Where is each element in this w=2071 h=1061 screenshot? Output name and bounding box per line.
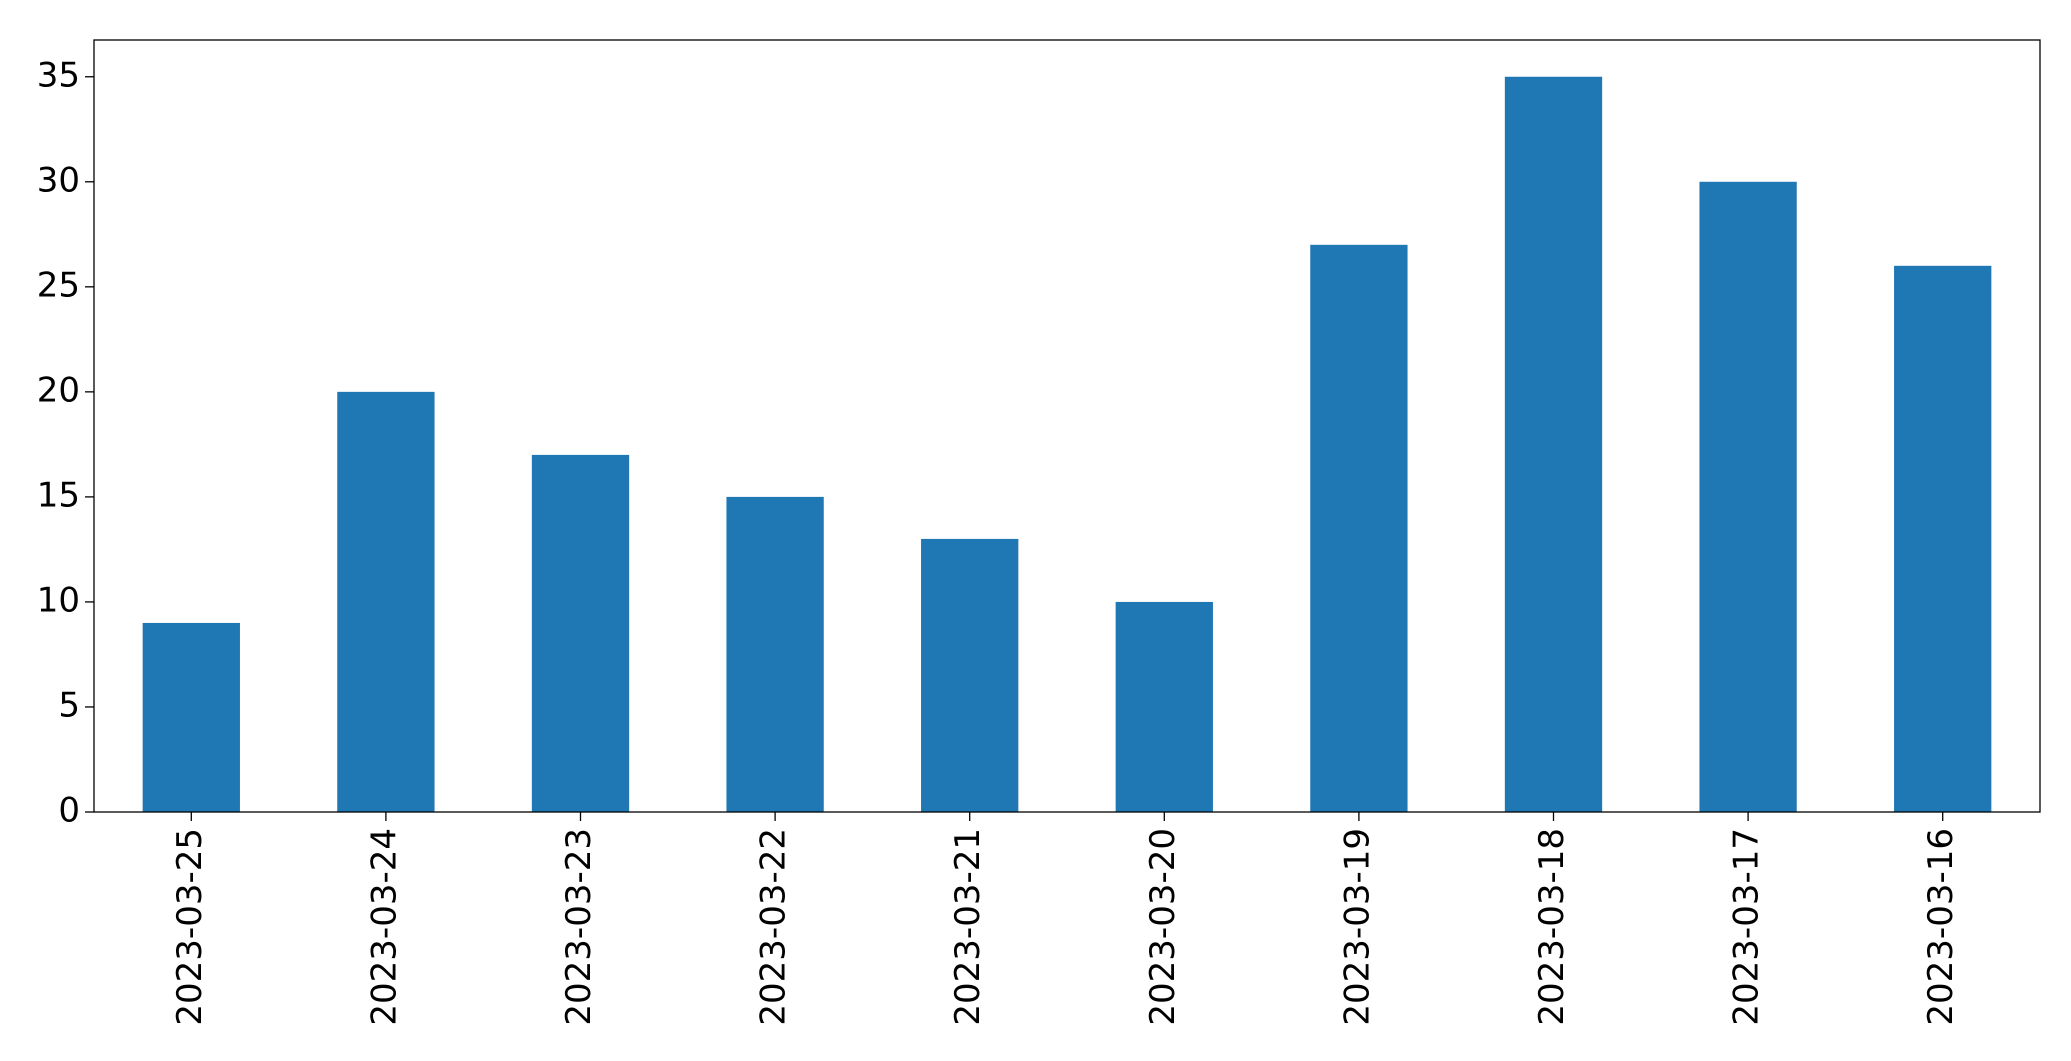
x-tick-label: 2023-03-23 xyxy=(559,828,599,1026)
bar xyxy=(726,496,824,812)
plot-frame xyxy=(93,39,2041,813)
y-tick-label: 15 xyxy=(37,475,80,515)
y-tick-label: 35 xyxy=(37,55,80,95)
x-tick-label: 2023-03-19 xyxy=(1337,828,1377,1026)
bar xyxy=(1699,181,1797,813)
x-tick-label: 2023-03-17 xyxy=(1727,828,1767,1026)
bar xyxy=(531,454,630,812)
x-tick-label: 2023-03-16 xyxy=(1921,828,1961,1026)
x-tick-label: 2023-03-25 xyxy=(170,828,210,1026)
y-tick-label: 10 xyxy=(37,580,80,620)
y-tick-label: 20 xyxy=(37,370,80,410)
y-tick-label: 5 xyxy=(58,685,80,725)
x-tick-label: 2023-03-22 xyxy=(754,828,794,1026)
x-tick-label: 2023-03-24 xyxy=(364,828,404,1026)
bar xyxy=(1894,265,1992,812)
bar xyxy=(921,538,1019,812)
bar xyxy=(1310,244,1408,812)
x-tick-label: 2023-03-21 xyxy=(948,828,988,1026)
bar xyxy=(142,622,240,812)
bar xyxy=(337,391,435,812)
bar xyxy=(1115,601,1213,812)
bar xyxy=(1504,76,1603,812)
x-tick-label: 2023-03-18 xyxy=(1532,828,1572,1026)
y-tick-label: 30 xyxy=(37,160,80,200)
y-tick-label: 0 xyxy=(58,791,80,831)
x-tick-label: 2023-03-20 xyxy=(1143,828,1183,1026)
y-tick-label: 25 xyxy=(37,265,80,305)
